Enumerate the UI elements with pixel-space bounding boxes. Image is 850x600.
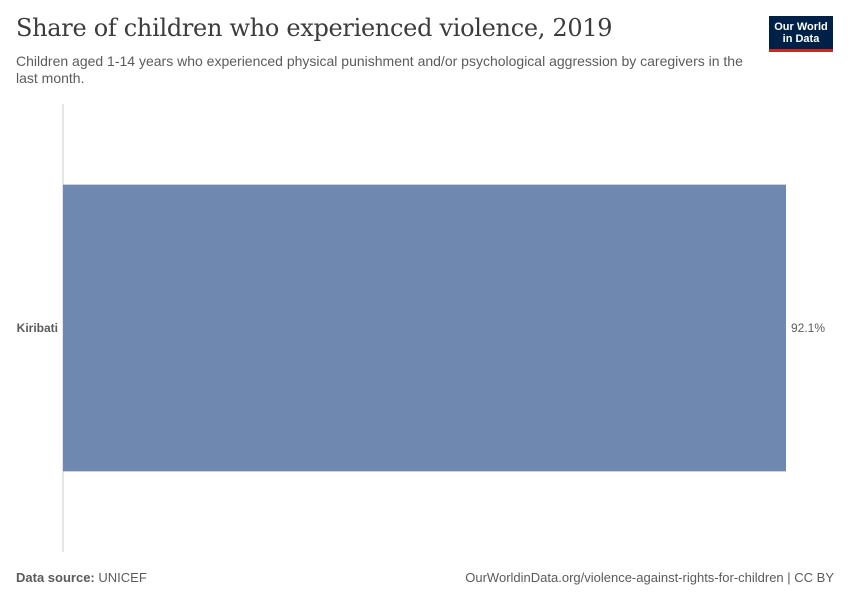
logo-line-1: Our World [774, 20, 828, 33]
source-link[interactable]: OurWorldinData.org/violence-against-righ… [465, 570, 834, 585]
chart-subtitle: Children aged 1-14 years who experienced… [16, 53, 743, 86]
data-source: Data source: UNICEF [16, 570, 147, 585]
category-label: Kiribati [17, 321, 58, 335]
logo-line-2: in Data [782, 32, 820, 45]
data-source-label: Data source: [16, 570, 95, 585]
chart-title: Share of children who experienced violen… [16, 14, 613, 42]
value-label: 92.1% [791, 321, 825, 335]
bar[interactable] [63, 184, 786, 472]
data-source-value[interactable]: UNICEF [98, 570, 147, 585]
owid-logo[interactable]: Our World in Data [769, 16, 833, 52]
